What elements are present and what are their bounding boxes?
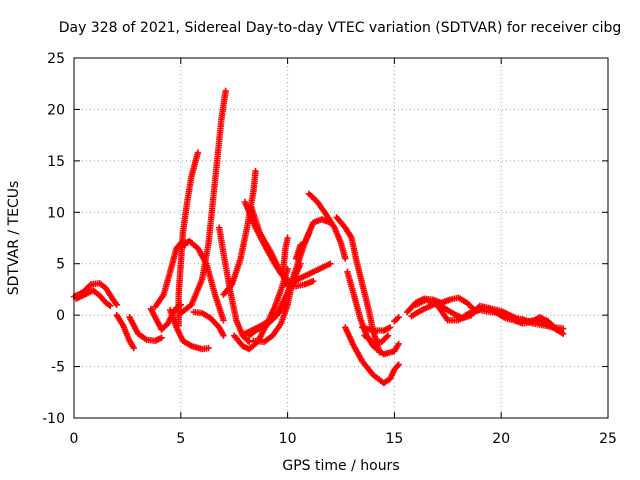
y-tick-label: 5 [56,257,65,273]
series-s19 [248,203,317,290]
x-tick-label: 25 [599,431,617,447]
x-axis-label: GPS time / hours [282,458,399,474]
series-s11 [190,308,227,339]
series-s21 [280,234,291,273]
y-tick-label: -10 [42,411,65,427]
series-s9 [175,149,202,329]
series-s10 [177,87,229,317]
series-s26 [342,324,402,387]
tick-labels: 0 5 10 15 20 25 -10 -5 0 5 10 15 20 25 [42,51,617,447]
data-point [394,362,401,369]
data-point [113,301,120,309]
x-tick-label: 15 [385,431,403,447]
plot-frame [73,57,609,419]
series-s28 [361,332,392,346]
series-s32 [412,296,567,332]
data-point [284,234,291,242]
data-point [222,87,229,95]
chart-title: Day 328 of 2021, Sidereal Day-to-day VTE… [59,20,622,36]
series-s29 [391,314,402,325]
series-s25 [344,268,402,358]
y-axis-label: SDTVAR / TECUs [6,181,22,296]
series-s20 [284,260,334,290]
grid-lines [74,58,608,418]
data-point [305,229,313,237]
data-point [244,337,252,344]
series-s27 [359,324,394,334]
data-point [194,149,202,156]
data-point [386,324,394,331]
data-point [384,332,392,339]
axis-ticks [73,57,609,419]
data-point [158,334,165,341]
series-s6 [151,239,189,311]
data-point [310,278,317,285]
data-point [220,317,227,324]
series-s8 [177,237,227,324]
x-tick-label: 5 [176,431,185,447]
series-s13 [220,167,259,298]
x-tick-label: 20 [492,431,510,447]
data-point [559,325,567,332]
y-tick-label: -5 [51,360,65,376]
series-s24 [333,214,383,356]
series-s3 [113,311,138,352]
y-tick-label: 10 [47,205,65,221]
data-point [395,361,402,368]
series-s7 [166,306,212,353]
data-point [205,344,212,352]
data-point [107,302,114,310]
series-s22 [292,229,313,262]
data-point [252,167,259,175]
x-tick-label: 0 [70,431,79,447]
series-s2 [72,287,114,310]
data-point [327,260,334,267]
data-points [70,87,567,387]
data-point [395,340,402,348]
data-point [245,338,253,346]
series-s17 [250,281,296,346]
y-tick-label: 0 [56,308,65,324]
series-s23 [305,190,349,262]
data-point [342,255,349,262]
series-s4 [126,314,165,345]
y-tick-label: 20 [47,102,65,118]
data-point [395,314,402,321]
data-point [383,333,390,341]
x-tick-label: 10 [279,431,297,447]
data-point [220,332,227,339]
data-point [130,344,138,352]
y-tick-label: 15 [47,154,65,170]
y-tick-label: 25 [47,51,65,67]
